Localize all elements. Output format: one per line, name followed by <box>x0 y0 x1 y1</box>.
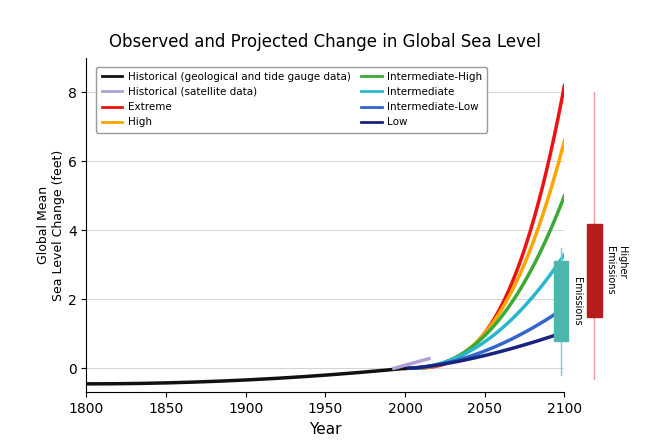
Legend: Historical (geological and tide gauge data), Historical (satellite data), Extrem: Historical (geological and tide gauge da… <box>96 66 487 132</box>
Title: Observed and Projected Change in Global Sea Level: Observed and Projected Change in Global … <box>110 33 541 51</box>
Text: Higher
Emissions: Higher Emissions <box>605 246 627 294</box>
Y-axis label: Global Mean
Sea Level Change (feet): Global Mean Sea Level Change (feet) <box>37 149 65 301</box>
Text: Lower
Emissions: Lower Emissions <box>572 277 594 326</box>
X-axis label: Year: Year <box>309 422 341 437</box>
